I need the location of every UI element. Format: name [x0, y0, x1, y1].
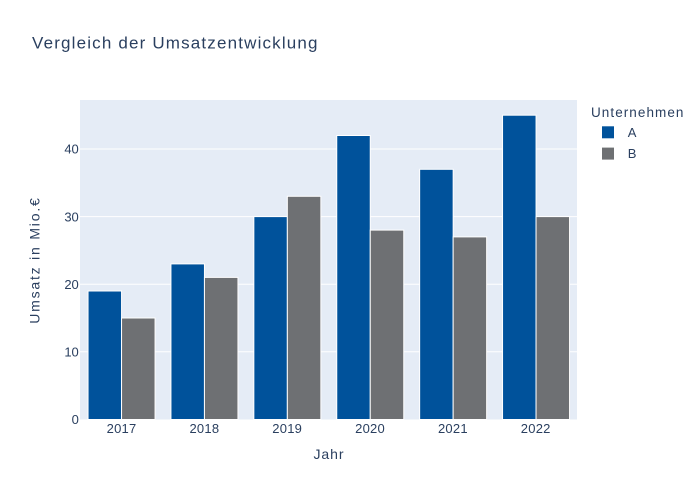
svg-text:2018: 2018 [189, 421, 219, 436]
svg-text:10: 10 [64, 345, 78, 360]
svg-text:B: B [628, 146, 637, 161]
svg-text:A: A [628, 125, 637, 140]
svg-text:20: 20 [64, 277, 78, 292]
svg-text:2022: 2022 [521, 421, 551, 436]
svg-text:30: 30 [64, 209, 78, 224]
svg-text:2021: 2021 [438, 421, 468, 436]
svg-text:0: 0 [72, 412, 79, 427]
svg-text:2017: 2017 [107, 421, 137, 436]
svg-text:Unternehmen: Unternehmen [591, 105, 683, 120]
svg-text:2020: 2020 [355, 421, 385, 436]
svg-text:2019: 2019 [272, 421, 302, 436]
svg-text:Vergleich der Umsatzentwicklun: Vergleich der Umsatzentwicklung [32, 33, 318, 52]
svg-text:Jahr: Jahr [314, 446, 344, 462]
svg-text:40: 40 [64, 142, 78, 157]
